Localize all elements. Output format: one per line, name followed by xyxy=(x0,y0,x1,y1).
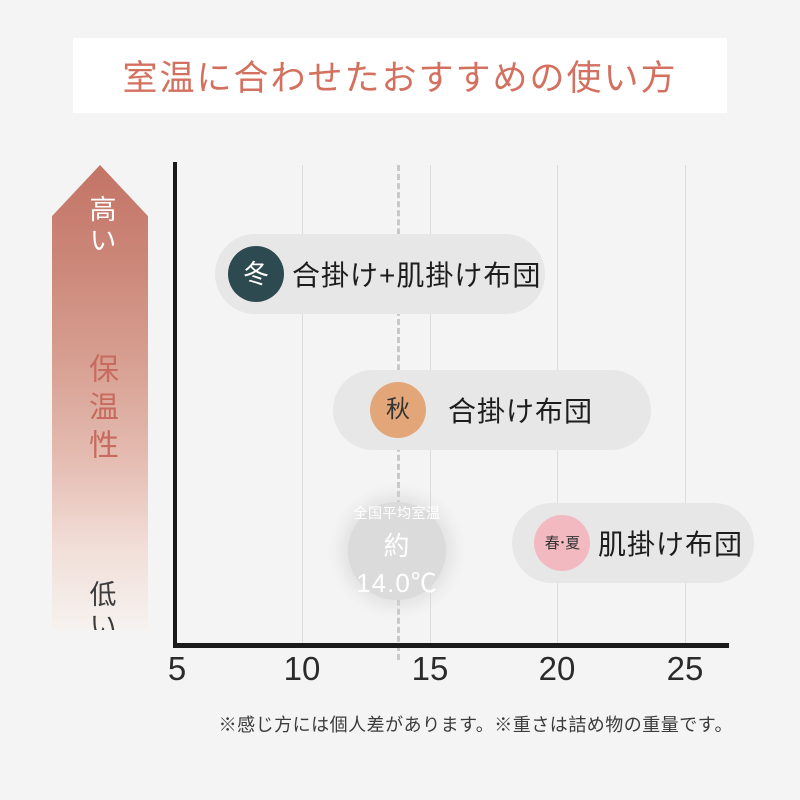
x-tick-5: 5 xyxy=(167,650,187,687)
title-banner: 室温に合わせたおすすめの使い方 xyxy=(73,38,727,113)
warmth-low-label: 低い xyxy=(85,580,116,642)
winter-product-label: 合掛け+肌掛け布団 xyxy=(292,260,542,291)
winter-season-badge: 冬 xyxy=(228,246,284,302)
average-temp-marker: 全国平均室温 約14.0℃ xyxy=(348,502,446,600)
page-title: 室温に合わせたおすすめの使い方 xyxy=(122,59,678,98)
x-tick-25: 25 xyxy=(666,650,704,687)
footnote: ※感じ方には個人差があります。※重さは詰め物の重量です。 xyxy=(218,715,733,735)
warmth-axis-label: 保温性 xyxy=(84,353,117,467)
average-temp-label: 全国平均室温 xyxy=(353,504,441,521)
recommendation-winter: 冬 合掛け+肌掛け布団 xyxy=(215,234,545,314)
autumn-season-badge: 秋 xyxy=(370,382,426,438)
warmth-high-label: 高い xyxy=(85,195,116,257)
x-tick-10: 10 xyxy=(283,650,321,687)
spring-summer-season-label: 春･夏 xyxy=(544,534,581,552)
y-axis-line xyxy=(173,162,177,648)
recommendation-autumn: 秋 合掛け布団 xyxy=(333,370,651,450)
gridline-25 xyxy=(685,165,686,643)
spring-summer-product-label: 肌掛け布団 xyxy=(598,529,744,560)
x-tick-20: 20 xyxy=(538,650,576,687)
x-axis-line xyxy=(173,643,729,648)
recommendation-spring-summer: 春･夏 肌掛け布団 xyxy=(512,503,754,583)
x-tick-15: 15 xyxy=(411,650,449,687)
autumn-season-label: 秋 xyxy=(386,396,410,423)
winter-season-label: 冬 xyxy=(242,259,269,289)
gridline-10 xyxy=(302,165,303,643)
autumn-product-label: 合掛け布団 xyxy=(448,396,594,427)
average-temp-value: 約14.0℃ xyxy=(356,530,438,598)
spring-summer-season-badge: 春･夏 xyxy=(534,515,590,571)
warmth-axis-arrow: 高い 保温性 低い xyxy=(52,165,148,630)
